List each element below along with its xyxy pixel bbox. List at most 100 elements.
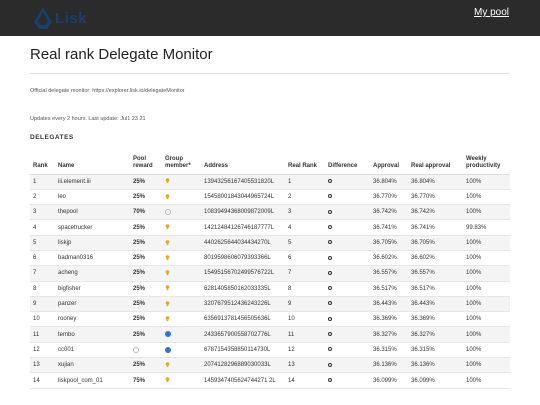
- address-cell: 15495156702499576722L: [201, 265, 285, 282]
- difference-cell: [325, 204, 370, 221]
- pool-reward-cell: 25%: [130, 174, 162, 190]
- title-divider: [30, 73, 510, 74]
- col-header[interactable]: Name: [55, 148, 130, 175]
- no-change-icon: [328, 194, 332, 199]
- my-pool-link[interactable]: My pool: [473, 7, 509, 18]
- delegate-name-link[interactable]: bigfisher: [55, 281, 130, 297]
- real-rank-cell: 2: [285, 189, 325, 206]
- real-approval-cell: 36.369%: [408, 311, 463, 328]
- delegate-name-link[interactable]: badman0316: [55, 250, 130, 267]
- delegate-name-link[interactable]: tembo: [55, 326, 130, 343]
- group-member-cell: [162, 235, 201, 251]
- delegates-table: Rank Name Pool reward Group member* Addr…: [30, 148, 510, 389]
- table-row: 4 spacetrucker 25% 14212484126746187777L 4 36…: [30, 219, 510, 236]
- table-row: 10 rooney 25% 6356913781456505636L 10 36.369%…: [30, 311, 510, 328]
- group-member-cell: [162, 204, 201, 221]
- delegate-name-link[interactable]: panzer: [55, 296, 130, 313]
- real-rank-cell: 8: [285, 281, 325, 297]
- delegate-name-link[interactable]: xujian: [55, 357, 130, 374]
- productivity-cell: 100%: [463, 189, 510, 206]
- col-header[interactable]: Group member*: [162, 148, 201, 175]
- pool-reward: 25%: [133, 301, 146, 308]
- pool-reward-cell: 25%: [130, 296, 162, 313]
- approval-cell: 36.741%: [370, 219, 408, 236]
- col-header[interactable]: Real approval: [408, 148, 463, 175]
- group-member-cell: [162, 265, 201, 282]
- delegate-name-link[interactable]: spacetrucker: [55, 219, 130, 236]
- address-cell: 1459347405624744271 2L: [201, 372, 285, 389]
- delegate-name-link[interactable]: iii.element.iii: [55, 174, 130, 190]
- real-rank-cell: 5: [285, 235, 325, 251]
- col-header[interactable]: Approval: [370, 148, 408, 175]
- delegate-name-link[interactable]: rooney: [55, 311, 130, 328]
- col-header[interactable]: Weekly productivity: [463, 148, 510, 175]
- col-header[interactable]: Pool reward: [130, 148, 162, 175]
- productivity-cell: 99.83%: [463, 219, 510, 236]
- col-header[interactable]: Address: [201, 148, 285, 175]
- real-rank-cell: 14: [285, 372, 325, 389]
- difference-cell: [325, 174, 370, 190]
- approval-cell: 36.517%: [370, 281, 408, 297]
- delegate-name-link[interactable]: liskjp: [55, 235, 130, 251]
- logo[interactable]: Lisk: [34, 6, 87, 30]
- lightbulb-icon: [165, 285, 170, 291]
- productivity-cell: 100%: [463, 250, 510, 267]
- rank-cell: 7: [30, 265, 55, 282]
- group-member-cell: [162, 342, 201, 359]
- real-approval-cell: 36.770%: [408, 189, 463, 206]
- group-member-cell: [162, 372, 201, 389]
- rank-cell: 1: [30, 174, 55, 190]
- no-change-icon: [328, 209, 332, 214]
- real-approval-cell: 36.327%: [408, 326, 463, 343]
- top-navbar: Lisk My pool: [0, 0, 540, 36]
- table-row: 8 bigfisher 25% 6281405850162033335L 8 36.517…: [30, 281, 510, 297]
- approval-cell: 36.705%: [370, 235, 408, 251]
- lightbulb-icon: [165, 316, 170, 322]
- approval-cell: 36.602%: [370, 250, 408, 267]
- productivity-cell: 100%: [463, 342, 510, 359]
- real-rank-cell: 13: [285, 357, 325, 374]
- approval-cell: 36.443%: [370, 296, 408, 313]
- lightbulb-icon: [165, 362, 170, 368]
- difference-cell: [325, 326, 370, 343]
- difference-cell: [325, 357, 370, 374]
- productivity-cell: 100%: [463, 235, 510, 251]
- update-note: Updates every 2 hours. Last update: Jul1…: [30, 116, 146, 122]
- pool-reward-cell: 25%: [130, 250, 162, 267]
- pool-reward-cell: 25%: [130, 326, 162, 343]
- address-cell: 13943256167405531820L: [201, 174, 285, 190]
- approval-cell: 36.369%: [370, 311, 408, 328]
- delegate-name-link[interactable]: thepool: [55, 204, 130, 221]
- real-approval-cell: 36.136%: [408, 357, 463, 374]
- pool-reward: 25%: [133, 285, 146, 292]
- address-cell: 15458001843044965724L: [201, 189, 285, 206]
- approval-cell: 36.136%: [370, 357, 408, 374]
- productivity-cell: 100%: [463, 204, 510, 221]
- rank-cell: 5: [30, 235, 55, 251]
- pool-reward-cell: 25%: [130, 357, 162, 374]
- difference-cell: [325, 250, 370, 267]
- delegate-name-link[interactable]: leo: [55, 189, 130, 206]
- real-approval-cell: 36.099%: [408, 372, 463, 389]
- col-header[interactable]: Real Rank: [285, 148, 325, 175]
- real-approval-cell: 36.517%: [408, 281, 463, 297]
- approval-cell: 36.099%: [370, 372, 408, 389]
- delegate-name-link[interactable]: liskpool_com_01: [55, 372, 130, 389]
- delegate-name-link[interactable]: acheng: [55, 265, 130, 282]
- col-header[interactable]: Rank: [30, 148, 55, 175]
- pool-reward-cell: 25%: [130, 235, 162, 251]
- address-cell: 2074128296889030033L: [201, 357, 285, 374]
- monitor-note: Official delegate monitor: https://explo…: [30, 88, 185, 94]
- delegate-name-link[interactable]: cc001: [55, 342, 130, 359]
- address-cell: 14212484126746187777L: [201, 219, 285, 236]
- table-row: 7 acheng 25% 15495156702499576722L 7 36.557% 3…: [30, 265, 510, 282]
- approval-cell: 36.804%: [370, 174, 408, 190]
- rank-cell: 2: [30, 189, 55, 206]
- real-rank-cell: 10: [285, 311, 325, 328]
- table-row: 1 iii.element.iii 25% 13943256167405531820L…: [30, 174, 510, 190]
- no-change-icon: [328, 347, 332, 352]
- real-rank-cell: 1: [285, 174, 325, 190]
- col-header[interactable]: Difference: [325, 148, 370, 175]
- difference-cell: [325, 311, 370, 328]
- group-member-cell: [162, 250, 201, 267]
